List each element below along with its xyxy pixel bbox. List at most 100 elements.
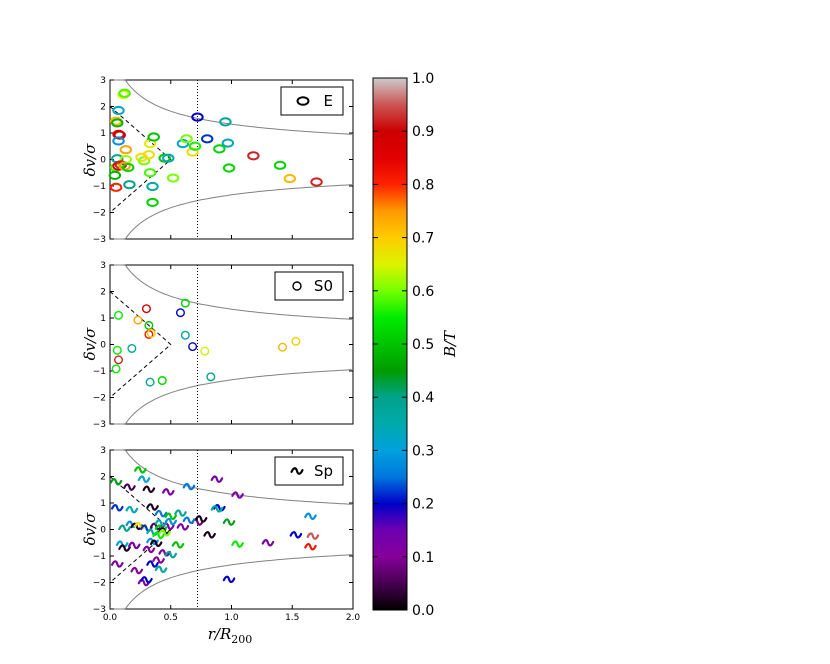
- x-tick-label: 0.5: [164, 613, 178, 623]
- data-point-e: [221, 138, 235, 148]
- data-point-sp: [142, 485, 156, 493]
- panel-lenticular: −3 −2 −1 0 1 2 3 S0: [93, 261, 354, 430]
- y-tick-label: 0: [100, 526, 106, 536]
- data-point-s0: [141, 304, 151, 314]
- y-tick-label: 1: [100, 314, 106, 324]
- colorbar-tick-label: 0.3: [412, 443, 434, 459]
- y-tick-label: −3: [93, 235, 106, 245]
- data-point-sp: [176, 523, 190, 531]
- y-tick-label: −2: [93, 394, 106, 404]
- data-point-sp: [115, 540, 129, 548]
- y-tick-label: 3: [100, 76, 106, 86]
- data-point-e: [201, 134, 214, 144]
- data-point-sp: [130, 522, 144, 531]
- data-point-s0: [180, 298, 190, 308]
- data-point-sp: [182, 516, 196, 524]
- colorbar-tick-label: 0.5: [412, 337, 434, 353]
- data-point-e: [118, 88, 131, 98]
- data-point-s0: [114, 355, 124, 365]
- data-point-e: [180, 134, 193, 144]
- data-point-e: [283, 173, 297, 184]
- data-point-s0: [188, 342, 198, 352]
- colorbar-label: B/T: [441, 330, 459, 358]
- data-point-e: [142, 150, 156, 160]
- data-point-e: [109, 182, 123, 192]
- legend-label-s0: S0: [314, 277, 333, 295]
- data-point-sp: [194, 515, 208, 523]
- y-tick-label: 0: [100, 341, 106, 351]
- data-point-e: [273, 160, 287, 170]
- escape-curve-upper-s0: [110, 264, 354, 320]
- data-point-e: [112, 105, 125, 116]
- legend-marker-s0: [292, 281, 302, 291]
- data-point-sp: [304, 543, 317, 551]
- data-point-sp: [110, 560, 124, 568]
- data-point-sp: [222, 518, 236, 526]
- data-point-sp: [164, 550, 178, 559]
- panel-elliptical: −3 −2 −1 0 1 2 3 E: [93, 76, 354, 245]
- y-tick-label: 3: [100, 446, 106, 456]
- x-tick-label: 0.0: [103, 613, 118, 623]
- data-point-sp: [158, 528, 171, 537]
- data-point-sp: [149, 539, 163, 547]
- data-point-sp: [158, 549, 171, 557]
- colorbar-tick-label: 0.8: [412, 177, 434, 193]
- data-point-e: [222, 163, 236, 173]
- data-point-sp: [210, 475, 224, 483]
- data-point-s0: [206, 372, 216, 382]
- colorbar-tick-label: 0.4: [412, 390, 434, 406]
- data-point-sp: [164, 512, 178, 520]
- legend-label-sp: Sp: [314, 462, 333, 480]
- data-point-sp: [152, 556, 165, 564]
- data-point-sp: [261, 539, 275, 547]
- data-point-s0: [127, 343, 137, 353]
- data-point-sp: [171, 541, 185, 549]
- data-point-s0: [180, 330, 190, 340]
- y-tick-label: 1: [100, 129, 106, 139]
- data-point-e: [147, 132, 160, 142]
- ylabel-panel-sp: δv/σ: [81, 512, 99, 546]
- x-tick-label: 1.0: [224, 613, 239, 623]
- xlabel: r/R200: [208, 625, 253, 646]
- legend-box-s0: [274, 271, 344, 301]
- data-point-s0: [112, 345, 122, 355]
- data-point-sp: [128, 541, 141, 550]
- y-tick-label: 1: [100, 499, 106, 509]
- legend-marker-sp: [290, 467, 304, 475]
- data-point-e: [162, 153, 175, 163]
- data-point-s0: [145, 377, 155, 387]
- data-point-sp: [142, 545, 156, 554]
- data-point-sp: [222, 575, 236, 584]
- escape-curve-lower-sp: [110, 554, 354, 610]
- data-point-sp: [125, 505, 139, 514]
- y-tick-label: −1: [93, 182, 106, 192]
- colorbar-tick-label: 0.7: [412, 231, 434, 247]
- data-point-sp: [140, 576, 153, 584]
- escape-curve-upper-e: [110, 79, 354, 135]
- data-point-s0: [133, 315, 143, 325]
- data-point-sp: [123, 483, 136, 491]
- x-tick-label: 1.5: [285, 613, 299, 623]
- data-point-sp: [154, 565, 168, 573]
- data-point-e: [310, 177, 323, 187]
- data-point-e: [123, 180, 136, 190]
- data-point-e: [146, 181, 159, 192]
- data-point-sp: [164, 517, 178, 526]
- escape-curve-lower-s0: [110, 369, 354, 425]
- y-tick-label: −2: [93, 209, 106, 219]
- data-point-s0: [175, 308, 185, 318]
- data-point-s0: [157, 376, 167, 386]
- data-point-sp: [137, 475, 151, 483]
- escape-curve-lower-e: [110, 184, 354, 240]
- y-tick-label: 3: [100, 261, 106, 271]
- data-point-s0: [114, 310, 124, 320]
- data-point-sp: [154, 509, 168, 518]
- colorbar-tick-label: 1.0: [412, 71, 434, 87]
- data-point-sp: [162, 488, 175, 496]
- colorbar-tick-label: 0.9: [412, 124, 434, 140]
- escape-curve-upper-sp: [110, 449, 354, 505]
- data-point-sp: [304, 512, 317, 520]
- y-tick-label: −3: [93, 605, 106, 615]
- data-point-sp: [146, 503, 159, 511]
- y-tick-label: 0: [100, 156, 106, 166]
